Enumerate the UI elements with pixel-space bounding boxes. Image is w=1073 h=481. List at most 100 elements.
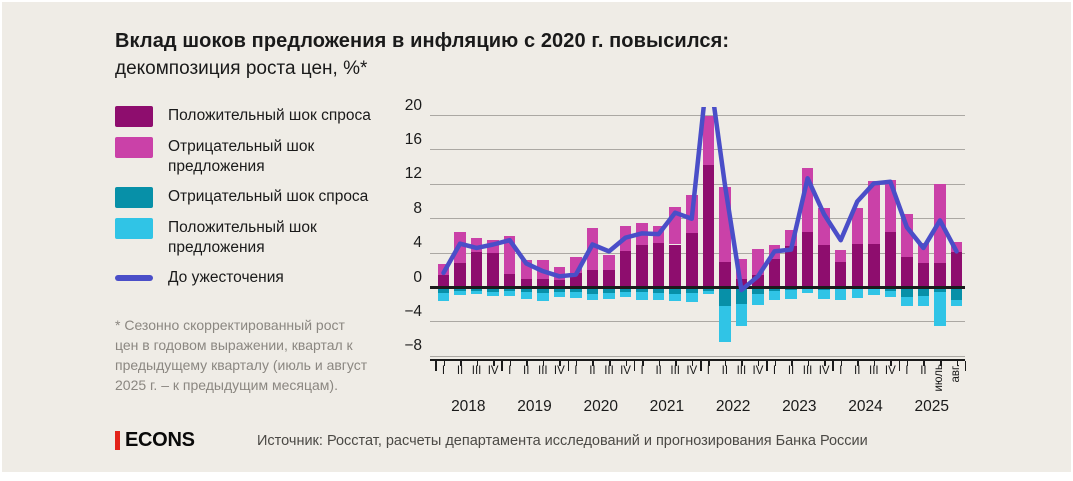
y-tick-label: −4 — [404, 302, 422, 320]
gridline — [430, 355, 965, 357]
bar-segment-negative-supply — [503, 235, 516, 274]
bar-segment-negative-supply — [834, 249, 847, 262]
bar-segment-negative-supply — [785, 229, 797, 247]
bar-segment-negative-supply — [702, 115, 715, 166]
x-quarter-label: II — [589, 365, 596, 377]
y-tick-label: −8 — [404, 337, 422, 355]
bar-segment-negative-demand — [735, 287, 748, 304]
bar-segment-positive-supply — [851, 289, 863, 298]
gridline — [430, 252, 965, 254]
bar-segment-negative-demand — [553, 287, 566, 293]
bar-segment-positive-demand — [934, 262, 946, 288]
x-tick — [840, 361, 843, 366]
legend-item-positive-supply: Положительный шок предложения — [115, 218, 395, 258]
bar-segment-negative-demand — [636, 287, 648, 292]
x-quarter-label: IV — [818, 365, 830, 377]
bar-segment-positive-demand — [537, 279, 549, 288]
x-quarter-label: III — [471, 365, 482, 377]
bar-segment-positive-demand — [470, 252, 483, 288]
x-tick — [675, 361, 677, 366]
bar-segment-positive-supply — [834, 289, 847, 300]
bar-segment-positive-demand — [520, 278, 532, 288]
x-tick — [857, 361, 859, 366]
x-tick — [559, 361, 561, 366]
bar-segment-positive-demand — [603, 270, 615, 288]
bar-segment-positive-demand — [702, 165, 715, 288]
legend-swatch-negative-demand-icon — [115, 187, 153, 208]
bar-segment-negative-demand — [603, 287, 615, 293]
x-quarter-label: II — [655, 365, 662, 377]
x-tick — [906, 361, 909, 366]
x-tick — [724, 361, 727, 366]
x-tick — [708, 361, 710, 366]
bar-segment-positive-supply — [487, 291, 499, 297]
bar-segment-negative-supply — [603, 254, 615, 271]
x-quarter-label: III — [802, 365, 813, 377]
year-separator-tick — [633, 361, 636, 371]
year-separator-tick — [435, 361, 437, 371]
bar-segment-positive-demand — [768, 259, 781, 288]
bar-segment-positive-supply — [702, 290, 715, 295]
bar-segment-positive-demand — [487, 253, 499, 288]
bar-segment-positive-supply — [520, 292, 532, 300]
bar-segment-negative-supply — [553, 266, 566, 280]
x-quarter-label: III — [736, 365, 747, 377]
chart: I II III IV I II III IV I II III IV I II III IV I II III IV… — [404, 97, 967, 415]
legend-label: Положительный шок предложения — [168, 219, 317, 256]
x-quarter-label: IV — [752, 365, 764, 377]
x-tick — [890, 361, 892, 366]
year-label: 2023 — [782, 398, 817, 415]
bar-segment-positive-supply — [437, 292, 450, 302]
bar-segment-positive-demand — [950, 252, 963, 288]
x-tick — [923, 361, 925, 366]
bar-segment-positive-supply — [652, 292, 665, 301]
legend: Положительный шок спроса Отрицательный ш… — [115, 106, 395, 298]
x-quarter-label: II — [523, 365, 530, 377]
bar-segment-positive-supply — [785, 290, 797, 299]
legend-label: Положительный шок спроса — [168, 107, 371, 124]
bar-segment-negative-demand — [752, 287, 764, 294]
x-quarter-label: I — [508, 365, 512, 377]
bar-segment-negative-demand — [487, 287, 499, 292]
bar-segment-negative-demand — [619, 287, 632, 292]
bar-segment-negative-supply — [719, 186, 731, 262]
bar-segment-positive-supply — [917, 296, 930, 307]
bar-segment-negative-demand — [437, 287, 450, 293]
before-tightening-line — [441, 107, 959, 293]
plot-area — [430, 107, 965, 359]
bar-segment-negative-demand — [686, 287, 698, 293]
x-tick — [807, 361, 810, 366]
x-quarter-label: I — [574, 365, 578, 377]
bar-segment-positive-demand — [801, 231, 814, 288]
title-main: Вклад шоков предложения в инфляцию с 202… — [115, 30, 730, 52]
gridline — [430, 218, 965, 220]
x-tick — [526, 361, 528, 366]
bar-segment-positive-supply — [553, 292, 566, 298]
bar-segment-positive-demand — [570, 272, 582, 288]
year-separator-tick — [567, 361, 570, 371]
x-tick — [642, 361, 644, 366]
x-tick — [509, 361, 512, 366]
x-tick — [791, 361, 793, 366]
bar-segment-positive-supply — [570, 291, 582, 298]
x-tick — [956, 361, 959, 366]
bar-segment-positive-demand — [851, 243, 863, 288]
bar-segment-negative-demand — [768, 287, 781, 291]
bar-segment-negative-demand — [520, 287, 532, 293]
bar-segment-negative-supply — [520, 259, 532, 279]
bar-segment-positive-demand — [437, 275, 450, 288]
bar-segment-positive-demand — [454, 262, 466, 288]
bar-segment-positive-supply — [801, 289, 814, 293]
year-separator-tick — [898, 361, 901, 371]
y-tick-label: 20 — [404, 96, 422, 114]
x-quarter-label: IV — [620, 365, 631, 377]
bar-segment-positive-supply — [537, 292, 549, 302]
bar-segment-negative-supply — [851, 208, 863, 244]
x-quarter-label: I — [905, 365, 909, 377]
bar-segment-negative-demand — [454, 287, 466, 292]
bar-segment-positive-demand — [686, 233, 698, 288]
x-tick — [592, 361, 594, 366]
bar-segment-positive-supply — [884, 290, 897, 297]
bar-segment-positive-supply — [950, 299, 963, 307]
title-subtitle: декомпозиция роста цен, %* — [115, 58, 368, 79]
